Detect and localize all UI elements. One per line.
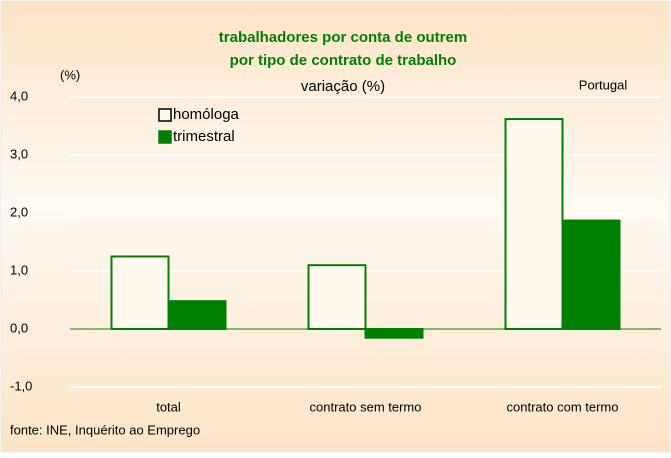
chart-subtitle: variação (%) — [301, 78, 385, 95]
x-tick-label: contrato com termo — [507, 399, 619, 414]
chart-title: por tipo de contrato de trabalho — [230, 52, 457, 69]
annotation: Portugal — [579, 77, 628, 92]
y-tick-label: 1,0 — [10, 262, 28, 277]
y-tick-label: 4,0 — [10, 88, 28, 103]
chart-title: trabalhadores por conta de outrem — [219, 29, 467, 46]
x-tick-label: total — [156, 399, 181, 414]
bar — [364, 328, 424, 339]
bar — [307, 264, 367, 331]
bar — [167, 300, 227, 331]
legend-label: trimestral — [173, 128, 235, 145]
y-tick-label: 2,0 — [10, 204, 28, 219]
legend-label: homóloga — [173, 106, 240, 123]
source: fonte: INE, Inquérito ao Emprego — [10, 422, 200, 437]
legend-swatch — [158, 130, 172, 144]
bar — [110, 255, 170, 330]
x-tick-label: contrato sem termo — [310, 399, 422, 414]
y-axis-label: (%) — [60, 67, 80, 82]
y-tick-label: -1,0 — [10, 378, 32, 393]
y-tick-label: 3,0 — [10, 146, 28, 161]
bar — [561, 219, 621, 330]
bar — [504, 118, 564, 331]
legend-swatch — [158, 108, 172, 122]
y-tick-label: 0,0 — [10, 320, 28, 335]
